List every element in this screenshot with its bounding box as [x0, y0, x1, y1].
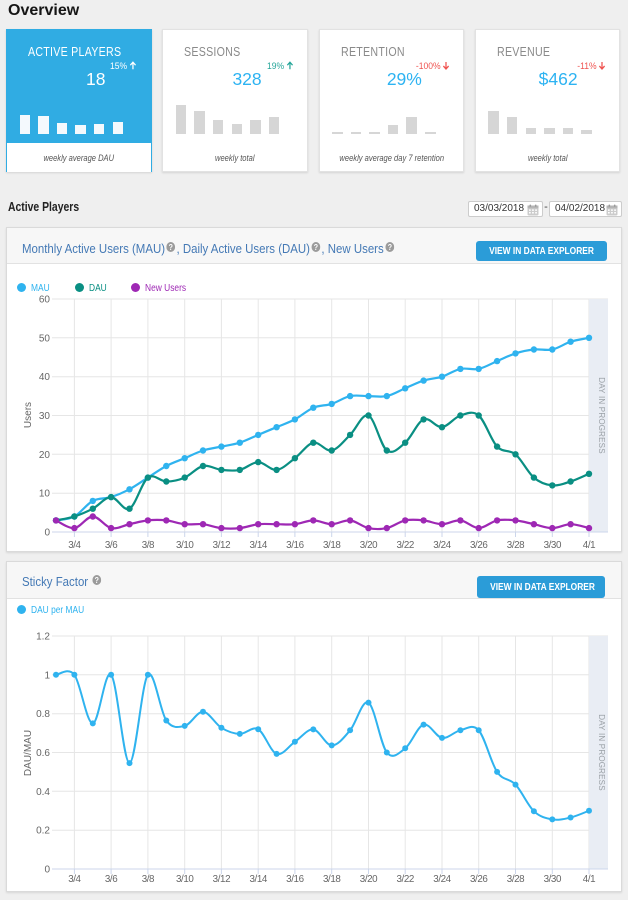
svg-text:?: ? [95, 575, 100, 585]
svg-text:?: ? [387, 242, 392, 252]
svg-text:?: ? [169, 242, 174, 252]
svg-text:?: ? [314, 242, 319, 252]
